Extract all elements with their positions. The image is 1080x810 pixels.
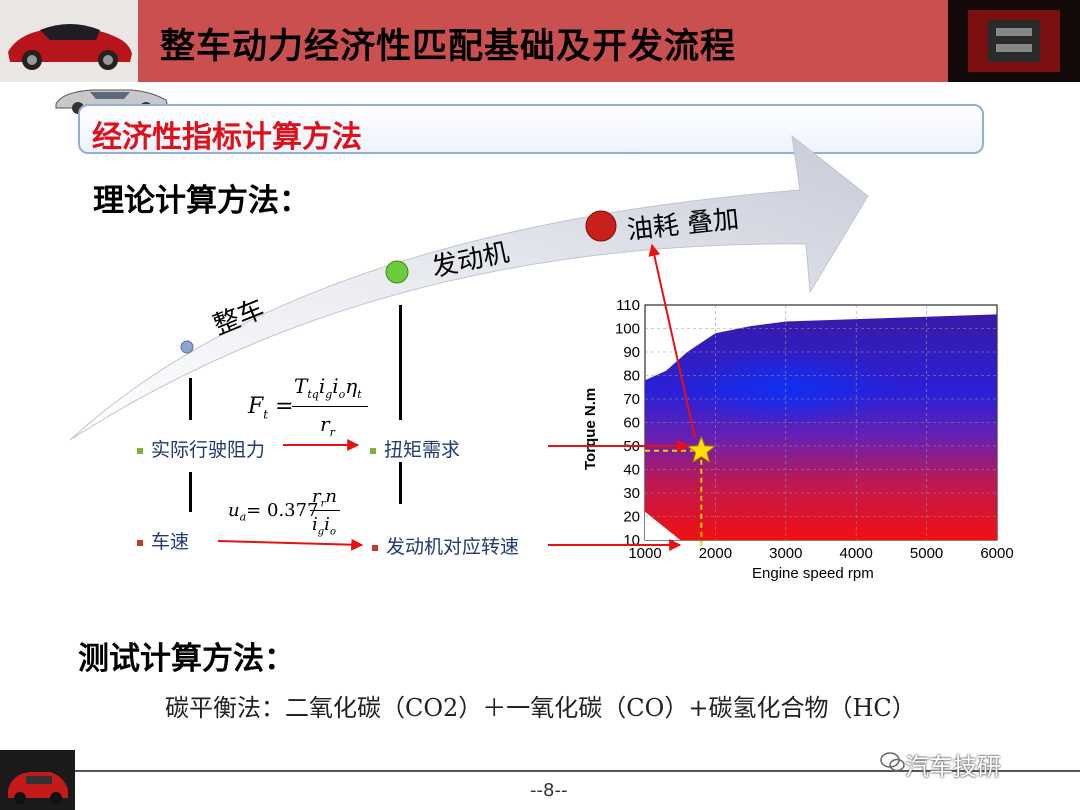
efficiency-island — [675, 349, 896, 426]
header-bar — [0, 0, 1080, 82]
operating-point-layer — [645, 435, 716, 548]
y-tick-label: 60 — [623, 415, 640, 432]
formula-symbol: r — [329, 426, 335, 439]
carbon-balance-formula: 碳平衡法：二氧化碳（CO2）＋一氧化碳（CO）+碳氢化合物（HC） — [165, 694, 916, 722]
formula-symbol: t — [357, 388, 362, 401]
bullet-icon — [137, 447, 143, 454]
fraction-bar — [310, 510, 340, 511]
y-tick-label: 90 — [623, 344, 640, 361]
operating-point-star — [686, 435, 716, 464]
x-tick-label: 2000 — [699, 545, 732, 562]
watermark: 汽车技研 — [905, 753, 1001, 781]
resistance-item: 实际行驶阻力 — [137, 435, 265, 462]
page-title: 整车动力经济性匹配基础及开发流程 — [160, 27, 737, 67]
x-tick-label: 4000 — [840, 545, 873, 562]
y-tick-label: 70 — [623, 391, 640, 408]
car-photo-bugatti — [0, 0, 138, 82]
y-tick-label: 80 — [623, 368, 640, 385]
bullet-icon — [370, 447, 376, 454]
speed-item: 车速 — [137, 527, 189, 554]
torque-label: 扭矩需求 — [384, 439, 461, 461]
section-title-box — [78, 104, 984, 154]
car-sketch-icon — [55, 89, 169, 114]
formula-symbol: r — [320, 498, 326, 510]
formula-symbol: i — [312, 514, 318, 535]
flow-divider — [189, 472, 192, 512]
formula-symbol: tq — [307, 388, 319, 401]
formula-symbol: = 0.377 — [246, 500, 319, 521]
x-tick-label: 6000 — [980, 545, 1013, 562]
formula-symbol: o — [338, 388, 346, 401]
formula-symbol: T — [294, 374, 308, 398]
x-tick-labels: 1000 2000 3000 4000 5000 6000 — [628, 545, 1013, 562]
formula-symbol: r — [312, 486, 321, 507]
formula-symbol: g — [317, 526, 325, 538]
y-tick-label: 10 — [623, 532, 640, 549]
resistance-label: 实际行驶阻力 — [151, 439, 266, 461]
formula-symbol: g — [325, 388, 333, 401]
y-tick-label: 110 — [616, 297, 640, 314]
fraction-bar — [292, 406, 368, 407]
y-tick-label: 20 — [623, 509, 640, 526]
x-axis-label: Engine speed rpm — [752, 565, 874, 582]
footer-divider — [75, 770, 1080, 772]
x-tick-label: 1000 — [628, 545, 661, 562]
stage-dot-fuel-icon — [585, 210, 617, 242]
grid-lines — [645, 305, 997, 540]
stage-dot-engine-icon — [385, 260, 409, 284]
y-tick-label: 30 — [623, 485, 640, 502]
y-tick-label: 100 — [615, 321, 640, 338]
y-tick-label: 40 — [623, 462, 640, 479]
bullet-icon — [372, 544, 378, 551]
test-heading: 测试计算方法： — [78, 641, 295, 677]
y-tick-labels: 10 20 30 40 50 60 70 80 90 100 110 — [615, 297, 640, 549]
formula-symbol: u — [228, 500, 240, 521]
stage-dot-vehicle-icon — [180, 340, 194, 354]
flow-divider — [399, 462, 402, 504]
formula-symbol: r — [320, 412, 330, 436]
flow-divider — [399, 305, 402, 420]
flow-divider — [189, 378, 192, 420]
formula-symbol: i — [324, 514, 330, 535]
car-photo-mini — [0, 750, 75, 810]
y-tick-label: 50 — [623, 438, 640, 455]
wechat-icon — [880, 752, 905, 772]
formula-symbol: a — [239, 510, 247, 524]
engine-speed-item: 发动机对应转速 — [372, 532, 519, 559]
formula-symbol: o — [329, 526, 336, 538]
engine-photo — [948, 0, 1080, 82]
formula-symbol: n — [325, 486, 337, 507]
y-axis-label: Torque N.m — [582, 387, 599, 470]
x-tick-label: 3000 — [769, 545, 802, 562]
torque-item: 扭矩需求 — [370, 435, 460, 462]
x-tick-label: 5000 — [910, 545, 943, 562]
formula-symbol: F — [248, 394, 264, 419]
engine-speed-label: 发动机对应转速 — [386, 536, 520, 558]
plot-area — [644, 304, 998, 541]
formula-symbol: η — [345, 374, 358, 398]
bullet-icon — [137, 539, 143, 546]
theory-heading: 理论计算方法： — [93, 183, 310, 219]
map-corner — [645, 511, 681, 540]
efficiency-map — [645, 314, 997, 540]
page-number: --8-- — [530, 780, 568, 801]
formula-symbol: i — [318, 374, 326, 398]
formula-symbol: t — [263, 407, 269, 422]
section-title: 经济性指标计算方法 — [92, 120, 362, 155]
speed-label: 车速 — [151, 531, 190, 553]
formula-symbol: i — [332, 374, 339, 398]
